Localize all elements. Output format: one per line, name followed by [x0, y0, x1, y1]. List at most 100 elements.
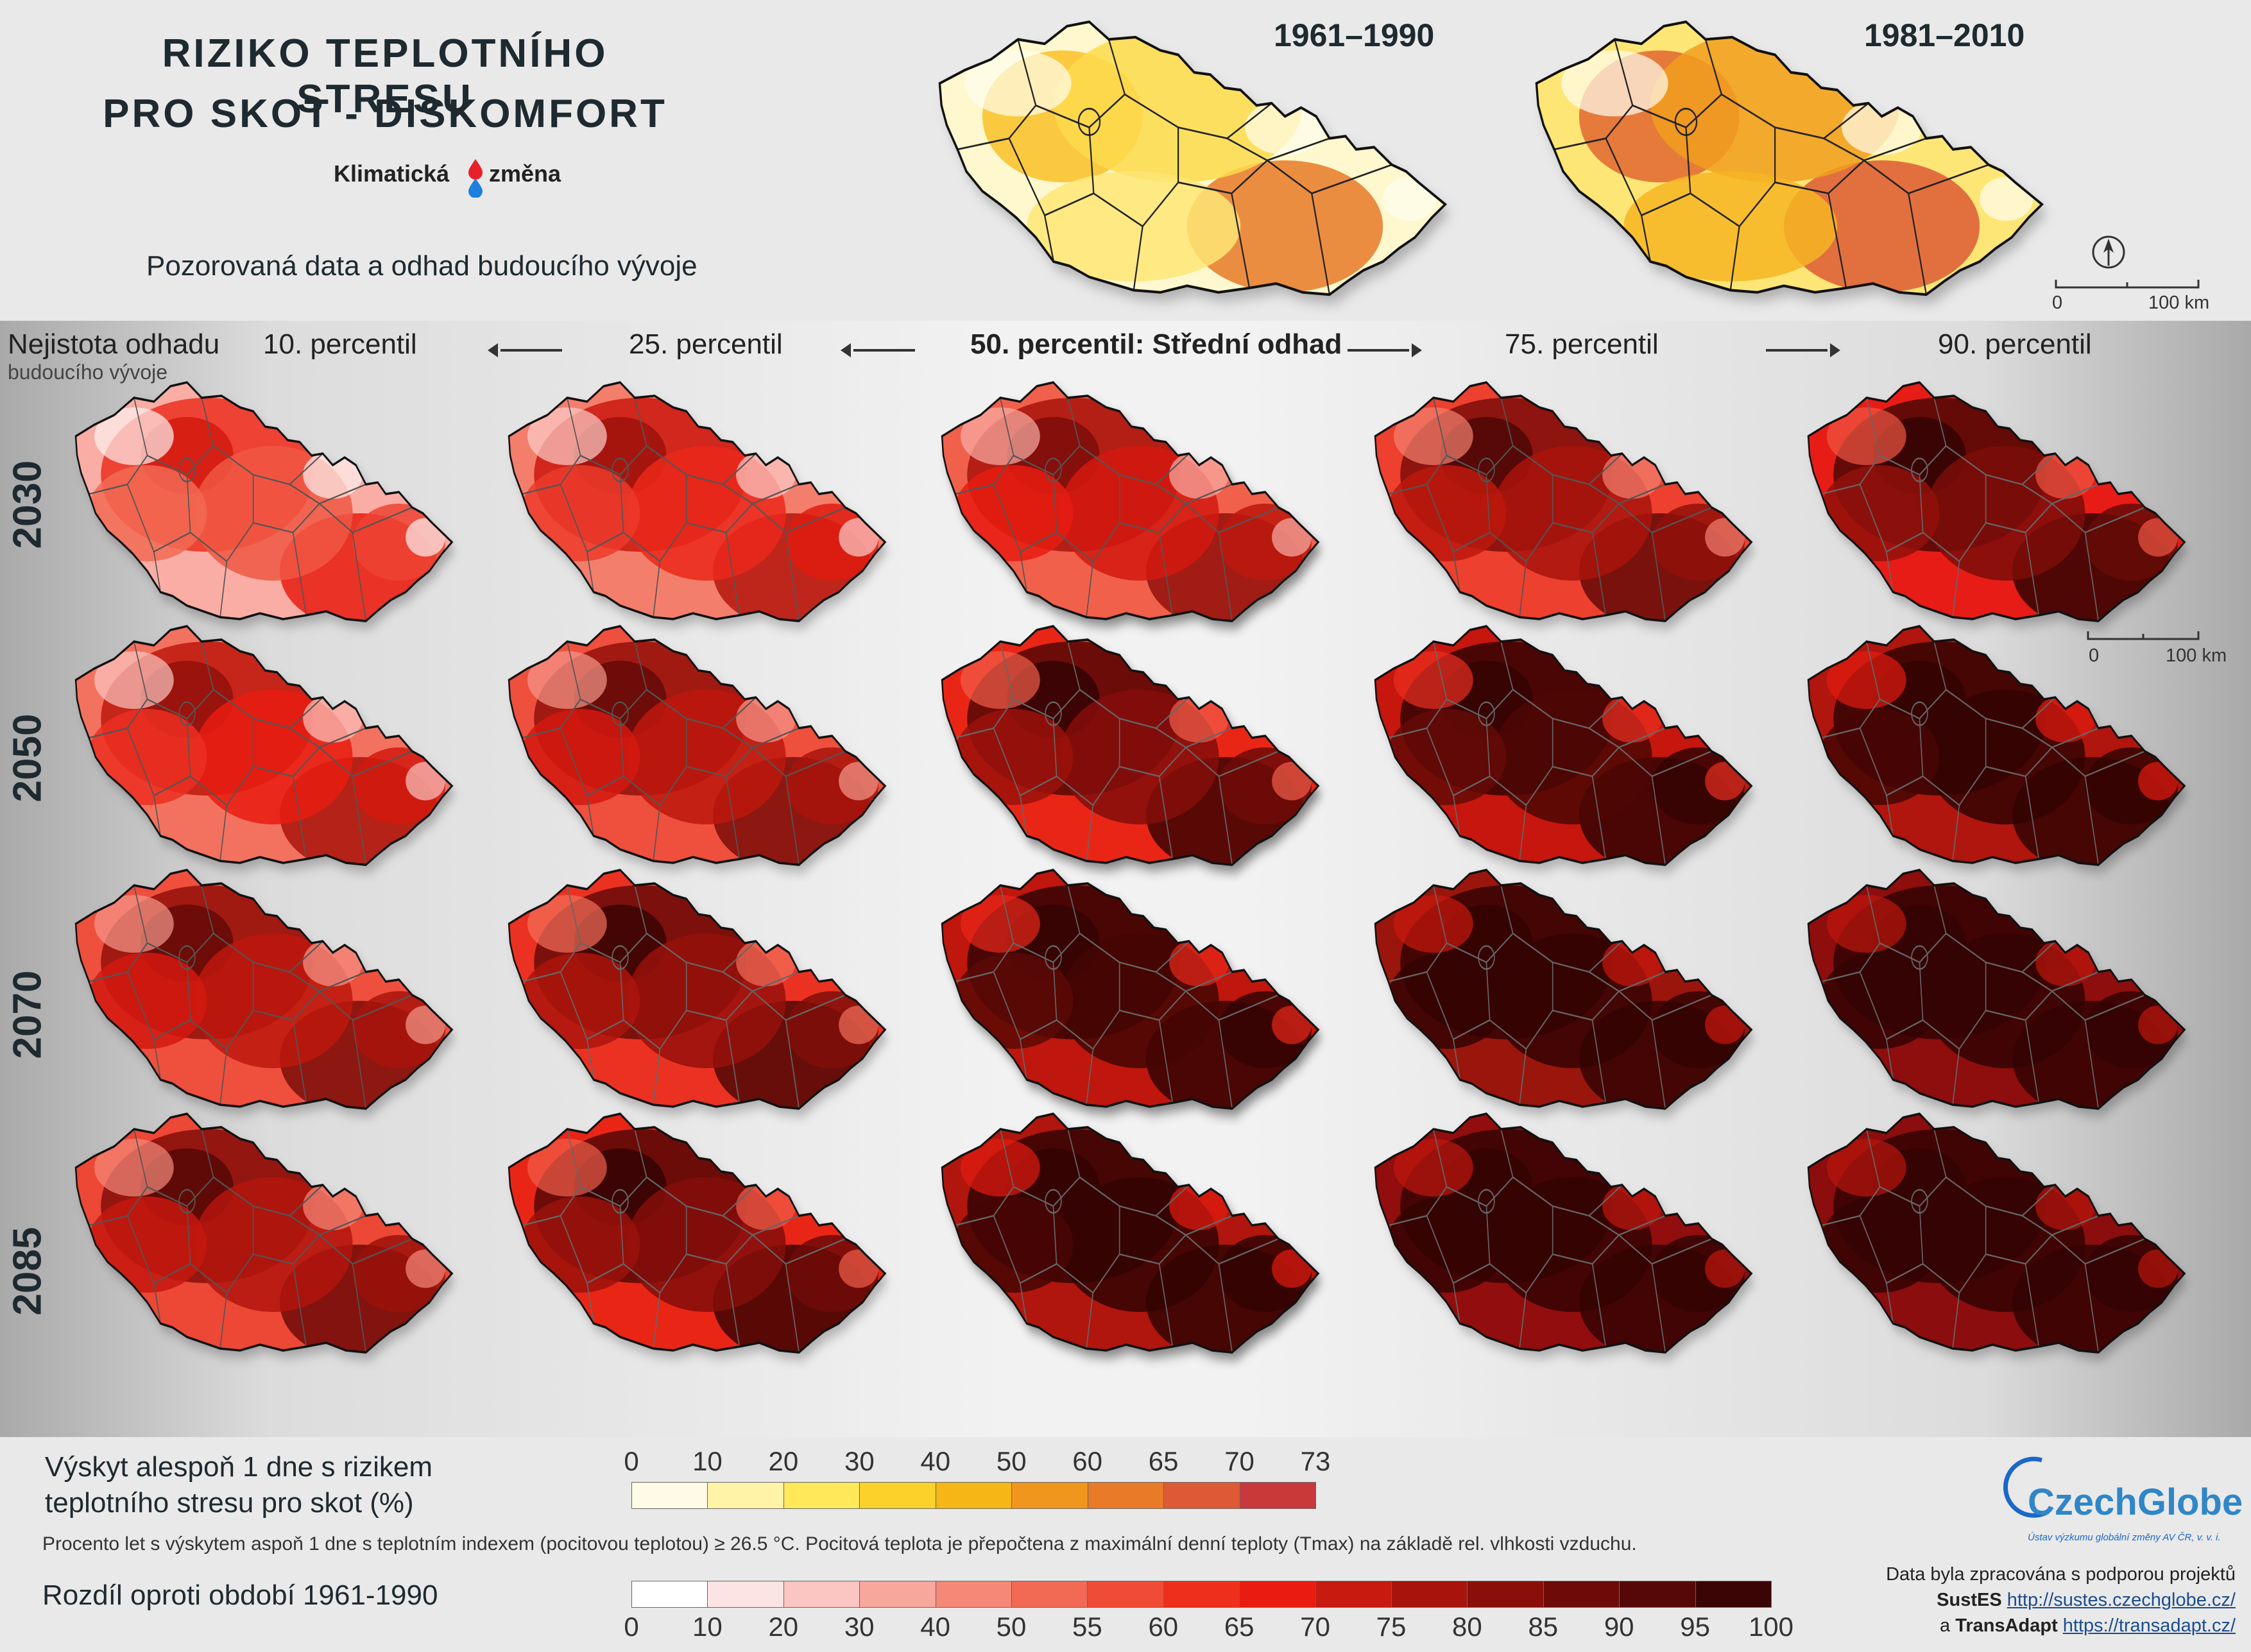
map-2085-p90 — [1807, 1112, 2186, 1354]
country-border — [1374, 381, 1753, 622]
scale-bar-grid — [2087, 631, 2200, 640]
legend-swatch — [783, 1482, 860, 1509]
legend-swatch — [783, 1581, 860, 1608]
map-2030-p90 — [1807, 381, 2186, 622]
country-border — [1374, 625, 1753, 866]
legend-swatch — [1239, 1482, 1316, 1509]
map-2085-p10 — [74, 1112, 454, 1354]
legend-swatch — [1391, 1581, 1468, 1608]
country-border — [1807, 869, 2186, 1110]
map-2030-p10 — [74, 381, 454, 622]
arrow-left-icon — [841, 343, 915, 357]
legend-swatch — [935, 1482, 1013, 1509]
legend-tick-label: 20 — [768, 1612, 799, 1642]
legend-tick-label: 50 — [996, 1612, 1027, 1642]
country-border — [74, 625, 454, 866]
country-border — [74, 381, 454, 622]
legend-tick-label: 10 — [692, 1612, 723, 1642]
legend-tick-label: 100 — [1748, 1612, 1794, 1642]
map-2085-p75 — [1374, 1112, 1753, 1354]
map-2085-p50 — [941, 1112, 1320, 1354]
legend1-title-line2: teplotního stresu pro skot (%) — [45, 1487, 414, 1519]
legend-tick-label: 30 — [844, 1612, 875, 1642]
legend-tick-label: 50 — [996, 1446, 1027, 1476]
country-border — [1807, 381, 2186, 622]
period-label-1981-2010: 1981–2010 — [1864, 17, 2025, 53]
country-border — [508, 1112, 887, 1354]
credits-conjunction: a — [1940, 1615, 1951, 1636]
project-transadapt-link[interactable]: https://transadapt.cz/ — [2062, 1615, 2236, 1636]
legend-tick-label: 20 — [768, 1446, 799, 1476]
map-2070-p75 — [1374, 869, 1753, 1110]
legend-tick-label: 0 — [624, 1446, 639, 1476]
legend-tick-label: 30 — [844, 1446, 875, 1476]
arrow-right-icon — [1348, 343, 1422, 357]
czechglobe-tagline: Ústav výzkumu globální změny AV ČR, v. v… — [2028, 1532, 2221, 1543]
map-2050-p75 — [1374, 625, 1753, 866]
method-note: Procento let s výskytem aspoň 1 dne s te… — [42, 1533, 1637, 1554]
country-border — [938, 20, 1448, 296]
country-border — [1535, 20, 2044, 296]
country-border — [941, 1112, 1320, 1354]
uncertainty-sublabel: budoucího vývoje — [8, 361, 168, 384]
uncertainty-label: Nejistota odhadu — [8, 328, 220, 360]
country-border — [1807, 1112, 2186, 1354]
country-border — [941, 625, 1320, 866]
title-line-1: RIZIKO TEPLOTNÍHO STRESU — [162, 31, 608, 121]
legend-swatch — [1011, 1482, 1088, 1509]
legend-tick-label: 85 — [1528, 1612, 1559, 1642]
credits-line3: a TransAdapt https://transadapt.cz/ — [1940, 1615, 2236, 1637]
row-label-2030: 2030 — [5, 460, 50, 549]
legend-tick-label: 65 — [1224, 1612, 1254, 1642]
project-transadapt-name: TransAdapt — [1955, 1615, 2058, 1636]
legend-tick-label: 55 — [1072, 1612, 1102, 1642]
country-border — [508, 869, 887, 1110]
row-label-2070: 2070 — [5, 970, 50, 1059]
credits-line1: Data byla zpracována s podporou projektů — [1886, 1564, 2236, 1585]
legend-swatch — [1467, 1581, 1544, 1608]
scale-top-max: 100 km — [2148, 293, 2210, 313]
title-line-2: PRO SKOT - DISKOMFORT — [103, 92, 667, 136]
legend-swatch — [707, 1581, 784, 1608]
map-2050-p50 — [941, 625, 1320, 866]
map-observed-1961-1990 — [938, 20, 1448, 296]
scale-bar-top — [2055, 280, 2200, 289]
brand-left: Klimatická — [334, 160, 450, 187]
legend-swatch — [1695, 1581, 1772, 1608]
map-2030-p25 — [508, 381, 887, 622]
map-2085-p25 — [508, 1112, 887, 1354]
legend-swatch — [631, 1581, 708, 1608]
czechglobe-logo-icon — [2003, 1456, 2050, 1518]
map-2070-p10 — [74, 869, 454, 1110]
legend-tick-label: 70 — [1224, 1446, 1254, 1476]
north-arrow-icon — [2092, 235, 2125, 269]
legend-tick-label: 0 — [624, 1612, 639, 1642]
legend-swatch — [1315, 1581, 1392, 1608]
column-p90: 90. percentil — [1938, 328, 2092, 360]
map-2050-p90 — [1807, 625, 2186, 866]
brand-drops-icon — [468, 159, 483, 198]
map-2030-p75 — [1374, 381, 1753, 622]
column-p25: 25. percentil — [629, 328, 783, 360]
legend-tick-label: 73 — [1300, 1446, 1331, 1476]
column-p75: 75. percentil — [1505, 328, 1659, 360]
project-sustes-name: SustES — [1937, 1590, 2002, 1610]
map-2050-p25 — [508, 625, 887, 866]
map-2070-p25 — [508, 869, 887, 1110]
legend-swatch — [1239, 1581, 1316, 1608]
legend-swatch — [935, 1581, 1012, 1608]
legend-tick-label: 90 — [1604, 1612, 1634, 1642]
country-border — [941, 381, 1320, 622]
map-2070-p90 — [1807, 869, 2186, 1110]
column-p10: 10. percentil — [263, 328, 417, 360]
legend-tick-label: 40 — [920, 1612, 950, 1642]
legend-tick-label: 95 — [1680, 1612, 1710, 1642]
legend-swatch — [1543, 1581, 1620, 1608]
legend2-title: Rozdíl oproti období 1961-1990 — [42, 1580, 438, 1611]
period-label-1961-1990: 1961–1990 — [1274, 17, 1435, 53]
brand-right: změna — [489, 160, 561, 187]
legend-tick-label: 60 — [1148, 1612, 1179, 1642]
project-sustes-link[interactable]: http://sustes.czechglobe.cz/ — [2007, 1590, 2236, 1610]
country-border — [941, 869, 1320, 1110]
legend-panel — [0, 1437, 2251, 1652]
